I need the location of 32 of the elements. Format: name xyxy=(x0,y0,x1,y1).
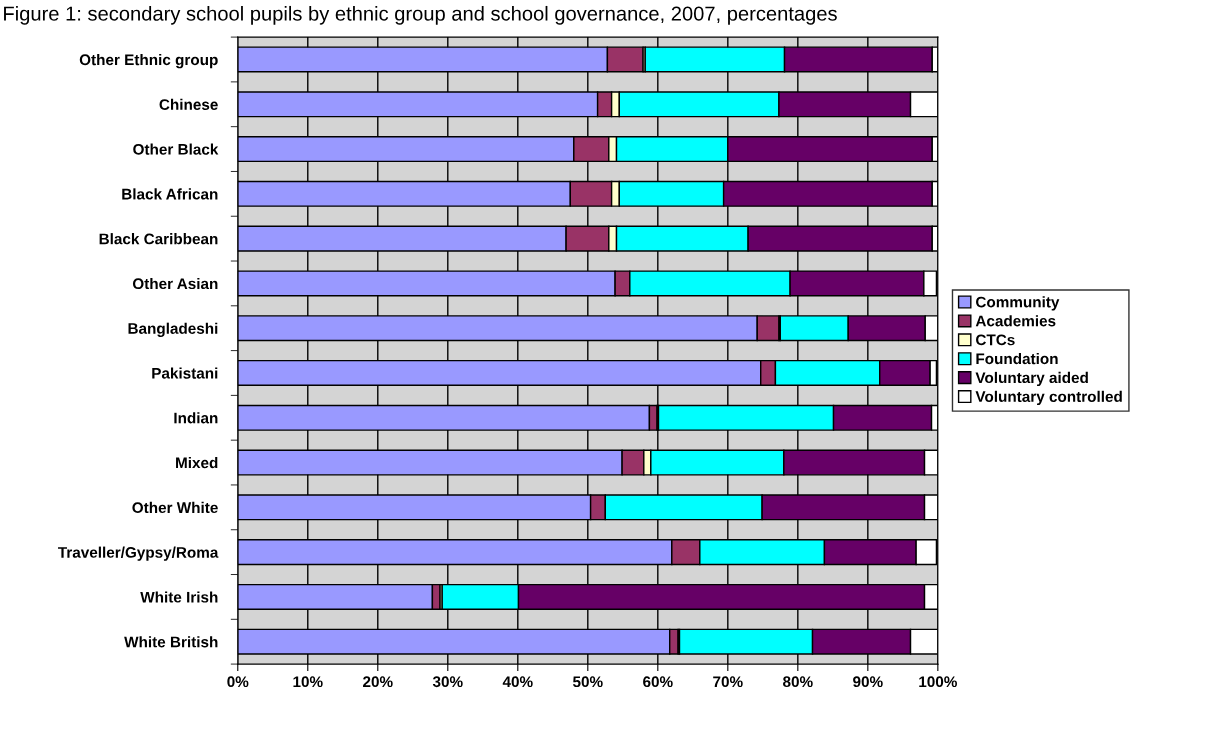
y-tick-label: Chinese xyxy=(159,98,218,110)
x-tick-label: 30% xyxy=(432,676,463,688)
x-tick-label: 80% xyxy=(783,676,813,688)
legend-label: Community xyxy=(976,296,1060,311)
y-tick-label: Other Asian xyxy=(132,277,218,290)
legend-label: CTCs xyxy=(976,334,1015,346)
legend-label: Academies xyxy=(975,315,1056,327)
y-tick-label: Other Ethnic group xyxy=(79,53,218,69)
y-tick-label: Other White xyxy=(132,501,218,514)
x-tick-label: 90% xyxy=(853,676,883,688)
x-tick-label: 10% xyxy=(293,676,323,688)
legend-label: Foundation xyxy=(976,352,1058,365)
y-tick-label: White British xyxy=(124,636,218,648)
y-tick-label: Other Black xyxy=(133,143,219,155)
y-tick-label: Black Caribbean xyxy=(99,233,218,245)
y-tick-label: Traveller/Gypsy/Roma xyxy=(58,546,219,561)
y-tick-label: Bangladeshi xyxy=(128,322,218,337)
chart-title: Figure 1: secondary school pupils by ethnic group and school governance, 2007, percentages xyxy=(4,5,837,25)
legend-label: Voluntary aided xyxy=(975,371,1088,387)
y-tick-label: Black African xyxy=(122,188,218,200)
x-tick-label: 40% xyxy=(502,676,533,688)
y-tick-label: Pakistani xyxy=(152,367,218,379)
x-tick-label: 0% xyxy=(227,676,249,688)
x-tick-label: 70% xyxy=(713,676,743,688)
x-tick-label: 100% xyxy=(919,676,957,688)
x-tick-label: 60% xyxy=(643,676,673,688)
x-tick-label: 20% xyxy=(363,676,393,688)
x-tick-label: 50% xyxy=(572,676,603,688)
y-tick-label: Indian xyxy=(174,412,218,424)
legend-label: Voluntary controlled xyxy=(975,390,1122,406)
y-tick-label: White Irish xyxy=(140,591,218,603)
y-tick-label: Mixed xyxy=(176,457,218,469)
